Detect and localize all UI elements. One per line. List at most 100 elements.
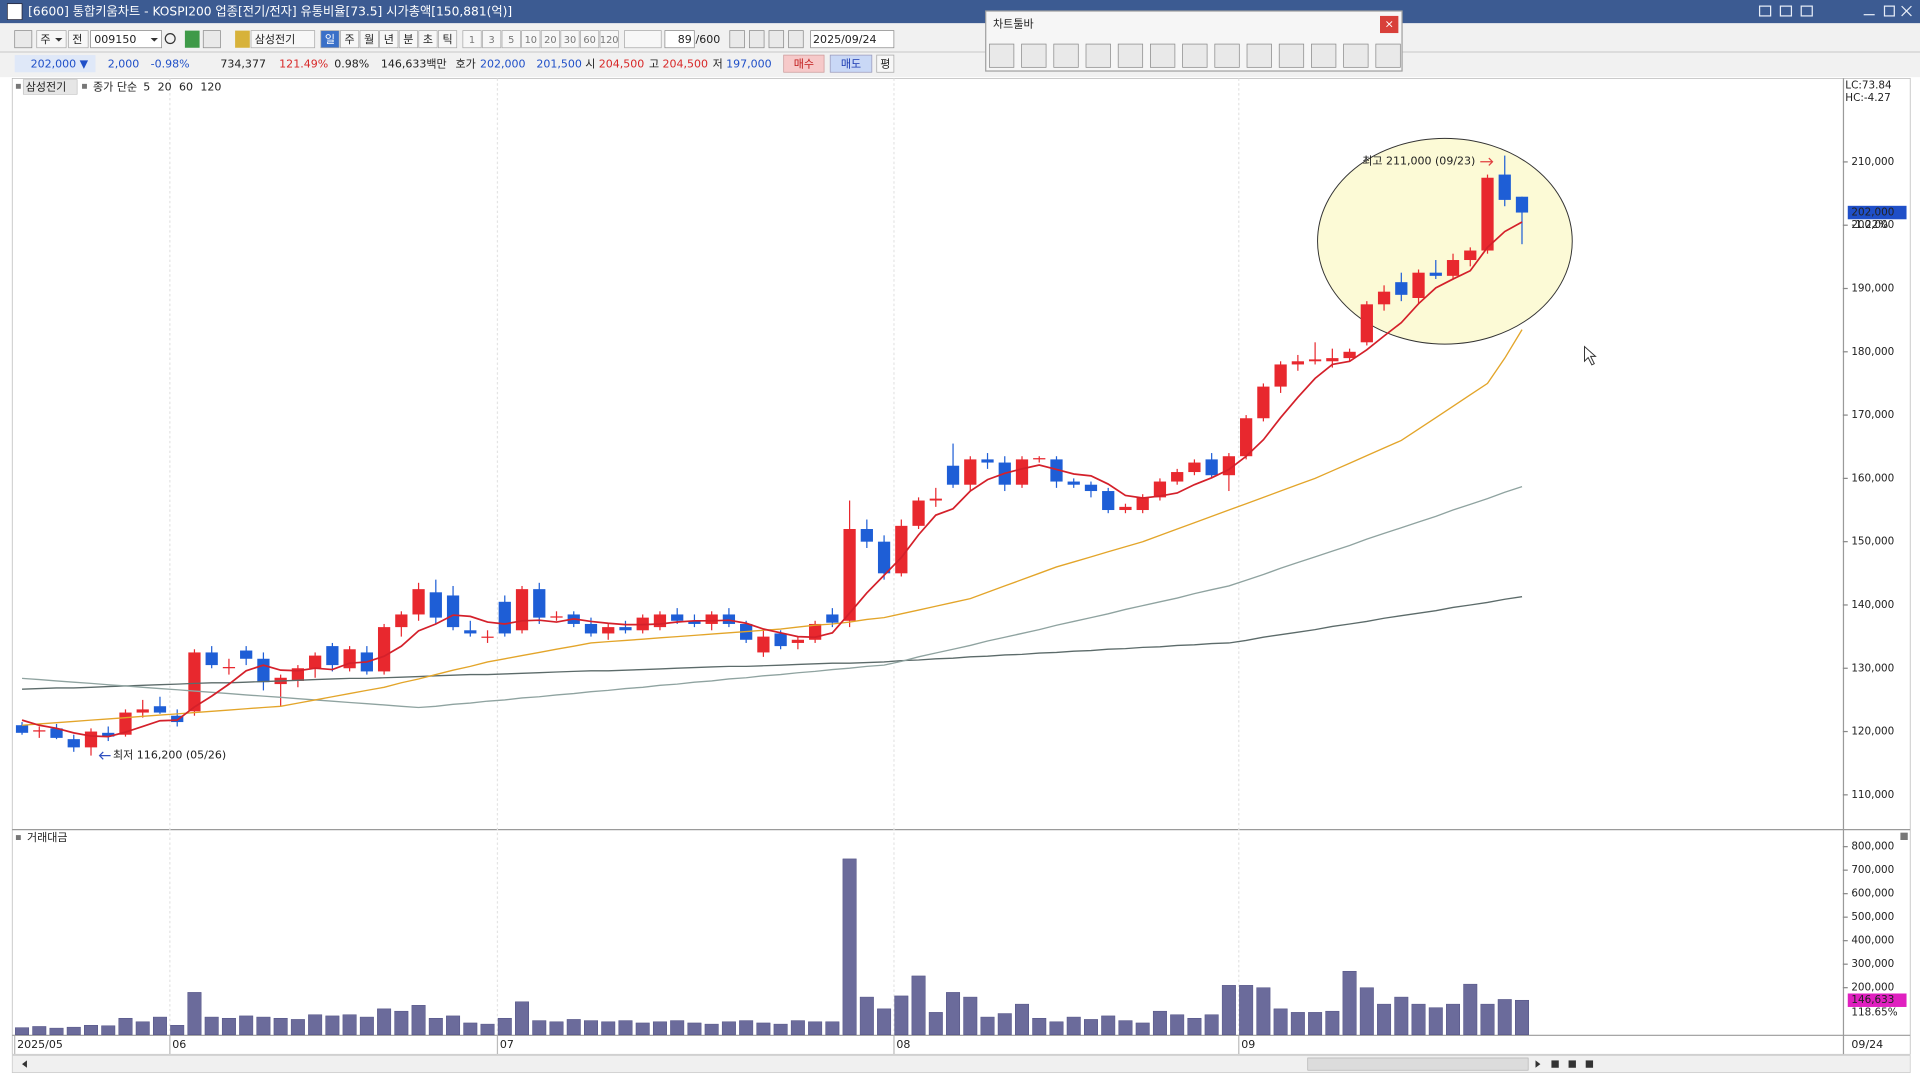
period-button[interactable] — [418, 30, 438, 49]
tool-icon[interactable] — [1021, 43, 1047, 68]
volume-bar — [1290, 1012, 1305, 1035]
volume-bar — [635, 1022, 650, 1035]
tool-icon[interactable] — [1343, 43, 1369, 68]
candle-body — [1360, 304, 1373, 343]
date-text: 2025/09/24 — [813, 33, 877, 46]
period-button[interactable] — [320, 30, 340, 49]
unit-combo[interactable] — [624, 30, 662, 49]
window-controls[interactable] — [1758, 5, 1912, 17]
interval-button[interactable] — [599, 30, 619, 49]
y-tick-label: 800,000 — [1851, 841, 1894, 853]
buy-button[interactable] — [783, 54, 825, 73]
tool-icon[interactable] — [989, 43, 1015, 68]
quote-change: 2,000 — [108, 57, 140, 70]
x-tick-label: 2025/05 — [17, 1038, 63, 1051]
period-button[interactable] — [398, 30, 418, 49]
quote-volume: 734,377 — [220, 57, 266, 70]
tool-icon[interactable] — [749, 30, 765, 49]
close-button[interactable] — [1380, 15, 1399, 34]
interval-button[interactable] — [462, 30, 482, 49]
volume-bar — [1256, 987, 1271, 1035]
tool-icon[interactable] — [1311, 43, 1337, 68]
avg-button[interactable] — [876, 54, 895, 73]
y-tick-label: 210,000 — [1851, 156, 1894, 168]
candle-body — [1171, 472, 1184, 482]
date-input[interactable] — [810, 30, 895, 49]
interval-button[interactable] — [501, 30, 521, 49]
y-tick-label: 150,000 — [1851, 536, 1894, 548]
sound-icon[interactable] — [202, 30, 221, 49]
period-button[interactable] — [340, 30, 360, 49]
interval-button[interactable] — [540, 30, 560, 49]
period-button[interactable] — [359, 30, 379, 49]
scroll-controls[interactable] — [1535, 1060, 1594, 1068]
candle-body — [1446, 260, 1460, 276]
stock-name-box[interactable] — [250, 30, 316, 49]
count-text: 89 — [678, 33, 692, 46]
last-value-box — [1847, 993, 1907, 1007]
scrollbar[interactable] — [11, 1055, 1911, 1074]
interval-text: 30 — [564, 35, 576, 46]
y-tick-label: 700,000 — [1851, 864, 1894, 876]
candle-body — [222, 666, 236, 669]
tool-icon[interactable] — [1375, 43, 1401, 68]
candle-body — [1153, 481, 1167, 498]
green-icon[interactable] — [184, 30, 200, 48]
window-title: [6600] 통합키움차트 - KOSPI200 업종[전기/전자] 유통비율[… — [28, 5, 512, 19]
volume-bar — [963, 996, 978, 1035]
candle-body — [843, 529, 856, 621]
candle-body — [1136, 497, 1149, 511]
tool-icon[interactable] — [1150, 43, 1176, 68]
scroll-left[interactable] — [22, 1060, 27, 1068]
volume-bar — [325, 1015, 340, 1035]
scroll-thumb[interactable] — [1307, 1057, 1529, 1071]
interval-button[interactable] — [560, 30, 580, 49]
chart-layer: 2025/05 06 07 08 09 09/24 210,000 200,000 190,00… — [14, 78, 1908, 1055]
tool-icon[interactable] — [1182, 43, 1208, 68]
menu-icon[interactable] — [14, 30, 33, 49]
period-text: 주 — [345, 33, 355, 46]
tool-icon[interactable] — [1246, 43, 1272, 68]
high-arrow — [1480, 157, 1494, 166]
ma-line — [21, 485, 1523, 709]
tool-icon[interactable] — [1053, 43, 1079, 68]
all-button[interactable] — [68, 30, 89, 49]
search-icon[interactable] — [164, 33, 176, 45]
volume-bar — [859, 996, 874, 1035]
period-button[interactable] — [379, 30, 399, 49]
code-input[interactable] — [90, 30, 162, 49]
sell-button[interactable] — [829, 54, 873, 73]
volume-bar — [894, 995, 909, 1035]
tool-icon[interactable] — [1278, 43, 1305, 68]
volume-bar — [704, 1023, 719, 1035]
tool-icon[interactable] — [729, 30, 745, 49]
candle-body — [33, 730, 46, 732]
candle-body — [309, 655, 322, 669]
interval-button[interactable] — [580, 30, 600, 49]
volume-bar — [721, 1021, 736, 1035]
settings-icon[interactable] — [788, 30, 804, 49]
pane-toggle[interactable] — [1900, 832, 1908, 840]
interval-button[interactable] — [482, 30, 502, 49]
candle-body — [481, 636, 494, 638]
candle-body — [1015, 459, 1029, 485]
tool-icon[interactable] — [1214, 43, 1240, 68]
interval-button[interactable] — [521, 30, 541, 49]
stock-icon[interactable] — [235, 30, 250, 48]
count-input[interactable] — [664, 30, 695, 49]
candle-body — [671, 614, 684, 621]
volume-bar — [1273, 1008, 1288, 1035]
highlight-ellipse — [1317, 137, 1573, 345]
y-tick-label: 110,000 — [1851, 789, 1894, 801]
save-icon[interactable] — [768, 30, 785, 49]
chart-frame — [11, 78, 1911, 1055]
period-button[interactable] — [438, 30, 458, 49]
candle-body — [584, 623, 598, 634]
legend-bullet — [15, 835, 21, 840]
volume-bar — [911, 975, 926, 1035]
candle-body — [1515, 196, 1529, 213]
interval-text: 60 — [583, 35, 595, 46]
week-combo[interactable] — [36, 30, 67, 49]
tool-icon[interactable] — [1117, 43, 1144, 68]
tool-icon[interactable] — [1085, 43, 1111, 68]
